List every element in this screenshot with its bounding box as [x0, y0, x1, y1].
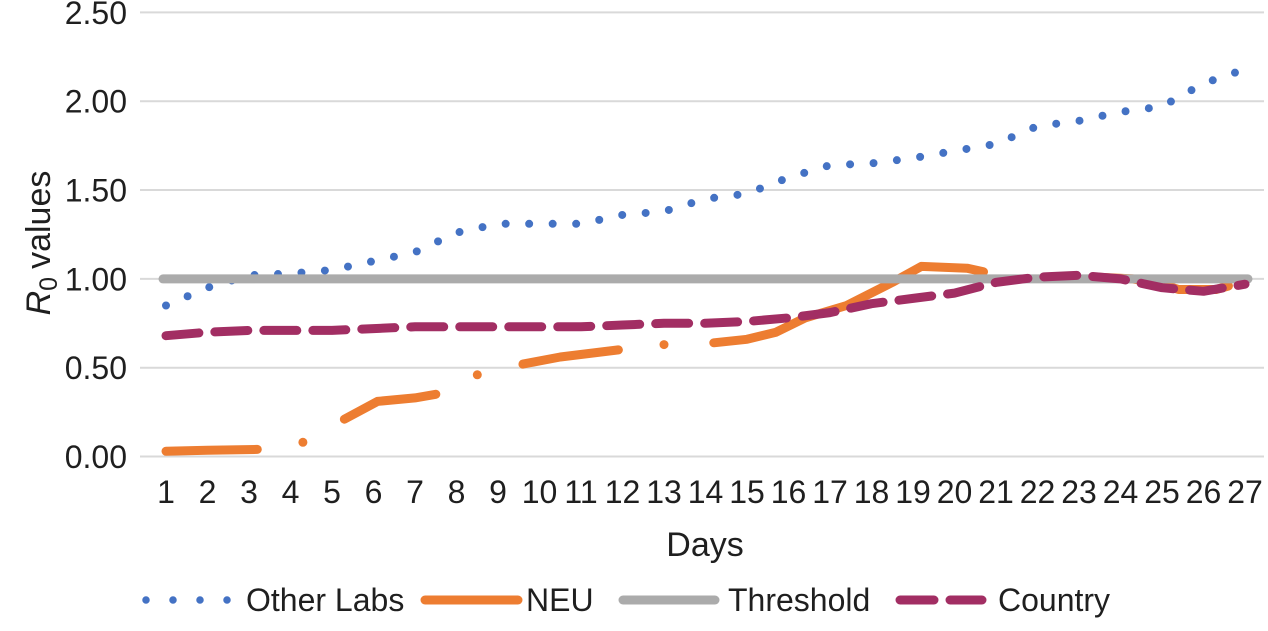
x-tick-label: 14 — [688, 474, 724, 510]
series-neu-segment — [709, 261, 988, 348]
y-tick-label: 1.50 — [65, 173, 127, 209]
x-tick-label: 23 — [1061, 474, 1097, 510]
x-tick-label: 1 — [157, 474, 175, 510]
x-tick-label: 16 — [771, 474, 807, 510]
x-tick-label: 18 — [854, 474, 890, 510]
y-tick-label: 0.50 — [65, 350, 127, 386]
y-tick-label: 2.50 — [65, 0, 127, 31]
legend-label-country: Country — [998, 582, 1110, 618]
x-axis-title: Days — [666, 526, 743, 564]
y-axis-title-rest: values — [20, 171, 58, 269]
x-tick-label: 17 — [812, 474, 848, 510]
x-tick-label: 2 — [199, 474, 217, 510]
x-tick-label: 5 — [323, 474, 341, 510]
x-axis-ticks-group: 1 2 3 4 5 6 7 8 9 10 11 12 13 14 15 16 17 18 19 20 21 22 23 24 2… — [157, 474, 1263, 510]
y-axis-ticks-group: 0.00 0.50 1.00 1.50 2.00 2.50 — [65, 0, 127, 475]
series-neu-point — [298, 437, 308, 447]
x-tick-label: 11 — [564, 474, 597, 510]
legend-item-other-labs: Other Labs — [142, 582, 404, 618]
legend-item-neu: NEU — [420, 582, 594, 618]
series-neu-segment — [339, 389, 441, 424]
legend-group: Other Labs NEU Threshold Country — [142, 582, 1110, 618]
x-tick-label: 21 — [978, 474, 1014, 510]
gridlines-group — [140, 11, 1264, 458]
x-tick-label: 12 — [605, 474, 641, 510]
x-tick-label: 9 — [489, 474, 507, 510]
y-tick-label: 1.00 — [65, 261, 127, 297]
series-group — [158, 65, 1253, 456]
y-axis-title-subscript: 0 — [35, 277, 63, 291]
x-tick-label: 13 — [646, 474, 682, 510]
x-tick-label: 20 — [937, 474, 973, 510]
series-neu-segment — [161, 444, 262, 456]
series-neu-point — [472, 370, 482, 380]
x-tick-label: 24 — [1103, 474, 1139, 510]
x-tick-label: 3 — [240, 474, 258, 510]
series-neu-point — [659, 340, 669, 350]
x-tick-label: 22 — [1020, 474, 1056, 510]
legend-item-country: Country — [895, 582, 1110, 618]
x-tick-label: 8 — [448, 474, 466, 510]
y-tick-label: 0.00 — [65, 439, 127, 475]
series-neu-segment — [518, 345, 623, 369]
y-axis-title-r: R — [20, 291, 58, 316]
x-tick-label: 19 — [895, 474, 931, 510]
x-tick-label: 15 — [729, 474, 765, 510]
legend-label-neu: NEU — [526, 582, 594, 618]
x-tick-label: 6 — [365, 474, 383, 510]
legend-label-threshold: Threshold — [728, 582, 870, 618]
series-country-line — [161, 270, 1250, 341]
x-tick-label: 4 — [282, 474, 300, 510]
x-tick-label: 27 — [1227, 474, 1263, 510]
x-tick-label: 10 — [522, 474, 558, 510]
series-other-labs-line — [162, 65, 1249, 310]
y-axis-title: R0 values — [20, 171, 63, 316]
x-tick-label: 25 — [1144, 474, 1180, 510]
x-tick-label: 26 — [1186, 474, 1222, 510]
legend-label-other-labs: Other Labs — [246, 582, 404, 618]
x-tick-label: 7 — [406, 474, 424, 510]
y-tick-label: 2.00 — [65, 84, 127, 120]
legend-item-threshold: Threshold — [618, 582, 870, 618]
